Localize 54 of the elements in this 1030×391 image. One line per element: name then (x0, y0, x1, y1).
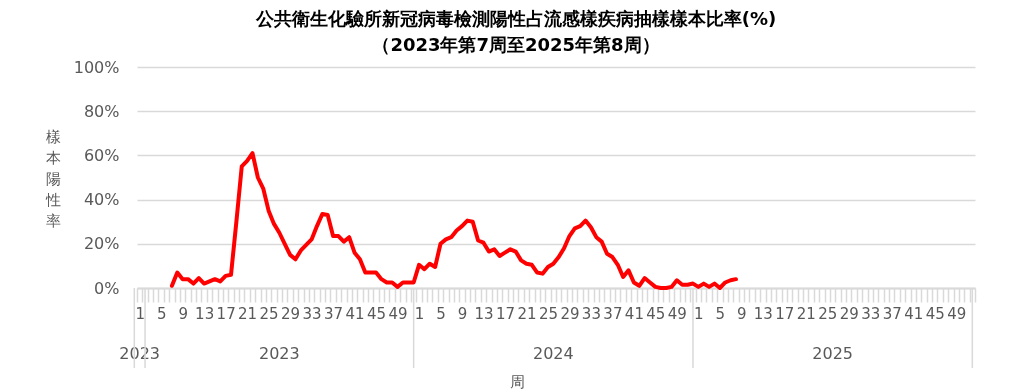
text: 2023 (258, 344, 300, 363)
x-tick-label: 17 (775, 304, 795, 323)
x-tick-label: 49 (947, 304, 967, 323)
x-tick-label: 29 (281, 304, 301, 323)
line-series (169, 151, 738, 290)
x-tick-label: 25 (538, 304, 558, 323)
chart-subtitle: （2023年第7周至2025年第8周） (372, 34, 660, 55)
x-tick-label: 5 (436, 304, 446, 323)
text: 2024 (532, 344, 574, 363)
x-tick-label: 5 (156, 304, 167, 323)
y-axis-title: 樣本陽性率 (45, 127, 61, 230)
x-tick-label: 49 (667, 304, 687, 323)
x-tick-label: 13 (474, 304, 494, 323)
x-tick-label: 21 (238, 304, 258, 323)
x-tick-label: 1 (135, 304, 145, 323)
y-tick-label: 100% (73, 57, 120, 77)
x-tick-label: 29 (560, 304, 580, 323)
x-tick-label: 37 (324, 304, 344, 323)
x-tick-label: 25 (259, 304, 279, 323)
x-tick-label: 37 (882, 304, 902, 323)
x-tick-label: 41 (345, 304, 365, 323)
y-tick-label: 20% (83, 234, 120, 254)
x-tick-label: 33 (302, 304, 322, 323)
x-tick-label: 41 (624, 304, 644, 323)
x-tick-label: 33 (861, 304, 881, 323)
x-tick-label: 41 (904, 304, 924, 323)
x-tick-label: 17 (495, 304, 516, 323)
x-tick-label: 45 (367, 304, 387, 323)
x-tick-label: 29 (839, 304, 859, 323)
y-tick-label: 40% (83, 190, 120, 210)
x-tick-label: 21 (796, 304, 816, 323)
x-axis-title: 周 (510, 372, 525, 391)
x-tick-label: 1 (414, 304, 425, 323)
x-tick-label: 13 (195, 304, 215, 323)
y-tick-label: 60% (83, 145, 120, 165)
x-tick-label: 49 (388, 304, 408, 323)
chart-title: 公共衛生化驗所新冠病毒檢測陽性占流感樣疾病抽樣樣本比率(%) (254, 8, 777, 29)
x-tick-label: 17 (216, 304, 236, 323)
x-tick-label: 33 (581, 304, 601, 323)
text: 2025 (812, 344, 854, 363)
x-tick-label: 9 (737, 304, 747, 323)
text: 2023 (119, 344, 161, 363)
x-tick-label: 37 (603, 304, 623, 323)
x-tick-label: 45 (925, 304, 945, 323)
x-tick-label: 1 (694, 304, 704, 323)
y-tick-label: 0% (94, 278, 120, 298)
y-tick-label: 80% (83, 101, 120, 121)
x-tick-label: 13 (753, 304, 773, 323)
x-tick-label: 9 (457, 304, 468, 323)
x-tick-label: 21 (517, 304, 537, 323)
x-tick-label: 45 (646, 304, 666, 323)
x-tick-label: 5 (715, 304, 726, 323)
x-tick-label: 25 (818, 304, 838, 323)
x-tick-label: 9 (178, 304, 188, 323)
